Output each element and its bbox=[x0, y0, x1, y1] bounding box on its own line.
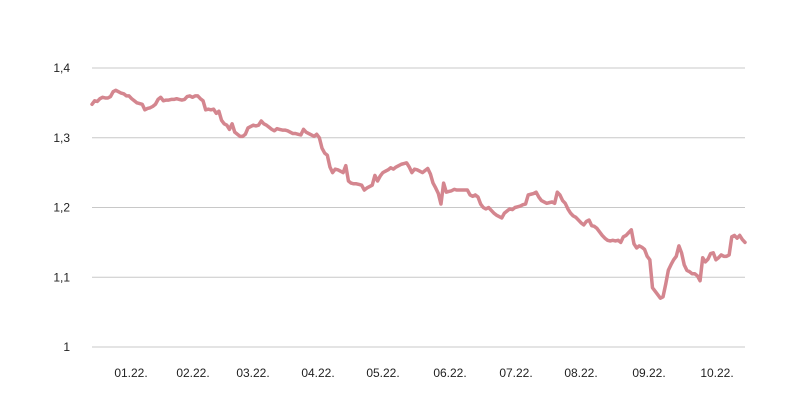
x-tick-label: 07.22. bbox=[499, 366, 532, 380]
x-tick-label: 10.22. bbox=[700, 366, 733, 380]
y-axis-labels: 1 1,1 1,2 1,3 1,4 bbox=[53, 61, 70, 354]
chart-series bbox=[90, 88, 747, 300]
x-tick-label: 09.22. bbox=[632, 366, 665, 380]
x-tick-label: 04.22. bbox=[301, 366, 334, 380]
y-tick-label: 1,1 bbox=[53, 270, 70, 284]
y-tick-label: 1,2 bbox=[53, 201, 70, 215]
x-tick-label: 03.22. bbox=[236, 366, 269, 380]
x-tick-label: 06.22. bbox=[433, 366, 466, 380]
x-tick-label: 02.22. bbox=[176, 366, 209, 380]
y-tick-label: 1,4 bbox=[53, 61, 70, 75]
chart-grid bbox=[92, 67, 745, 348]
y-tick-label: 1,3 bbox=[53, 131, 70, 145]
series-line bbox=[90, 88, 747, 300]
y-tick-label: 1 bbox=[63, 340, 70, 354]
x-tick-label: 05.22. bbox=[366, 366, 399, 380]
x-tick-label: 01.22. bbox=[114, 366, 147, 380]
x-axis-labels: 01.22. 02.22. 03.22. 04.22. 05.22. 06.22. 07.2… bbox=[114, 366, 733, 380]
x-tick-label: 08.22. bbox=[564, 366, 597, 380]
